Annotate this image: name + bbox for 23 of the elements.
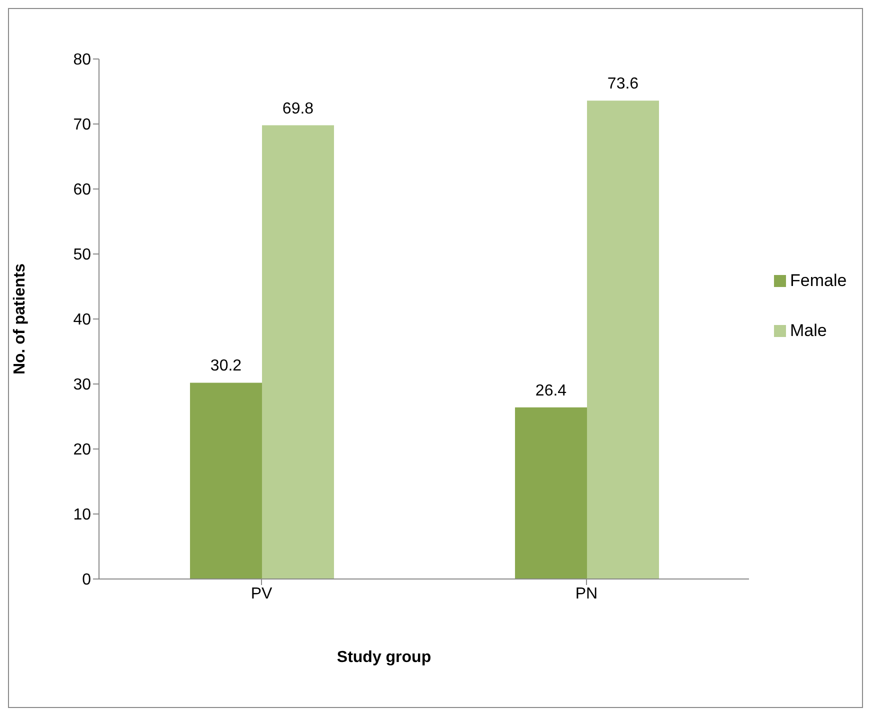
bar — [190, 382, 262, 579]
y-tick-label: 40 — [73, 312, 92, 329]
y-tick-label: 60 — [73, 182, 92, 199]
y-tick-label: 30 — [73, 376, 92, 394]
y-tick-label: 80 — [73, 52, 92, 69]
y-tick-label: 50 — [73, 246, 92, 264]
bar — [587, 100, 659, 579]
legend-label: Female — [790, 271, 847, 291]
y-tick-label: 20 — [73, 442, 92, 459]
bar — [262, 125, 334, 579]
data-label: 30.2 — [210, 358, 242, 375]
y-tick-label: 70 — [73, 116, 92, 134]
bar — [515, 407, 587, 579]
y-tick-label: 10 — [73, 506, 92, 524]
x-tick-label: PN — [575, 585, 598, 602]
y-axis-title: No. of patients — [12, 263, 29, 375]
x-tick-label: PV — [250, 585, 272, 602]
legend-label: Male — [790, 321, 827, 341]
x-axis-title: Study group — [336, 649, 432, 667]
y-tick-label: 0 — [82, 572, 92, 589]
data-label: 26.4 — [535, 382, 567, 400]
data-label: 73.6 — [607, 76, 639, 93]
data-label: 69.8 — [282, 100, 314, 118]
